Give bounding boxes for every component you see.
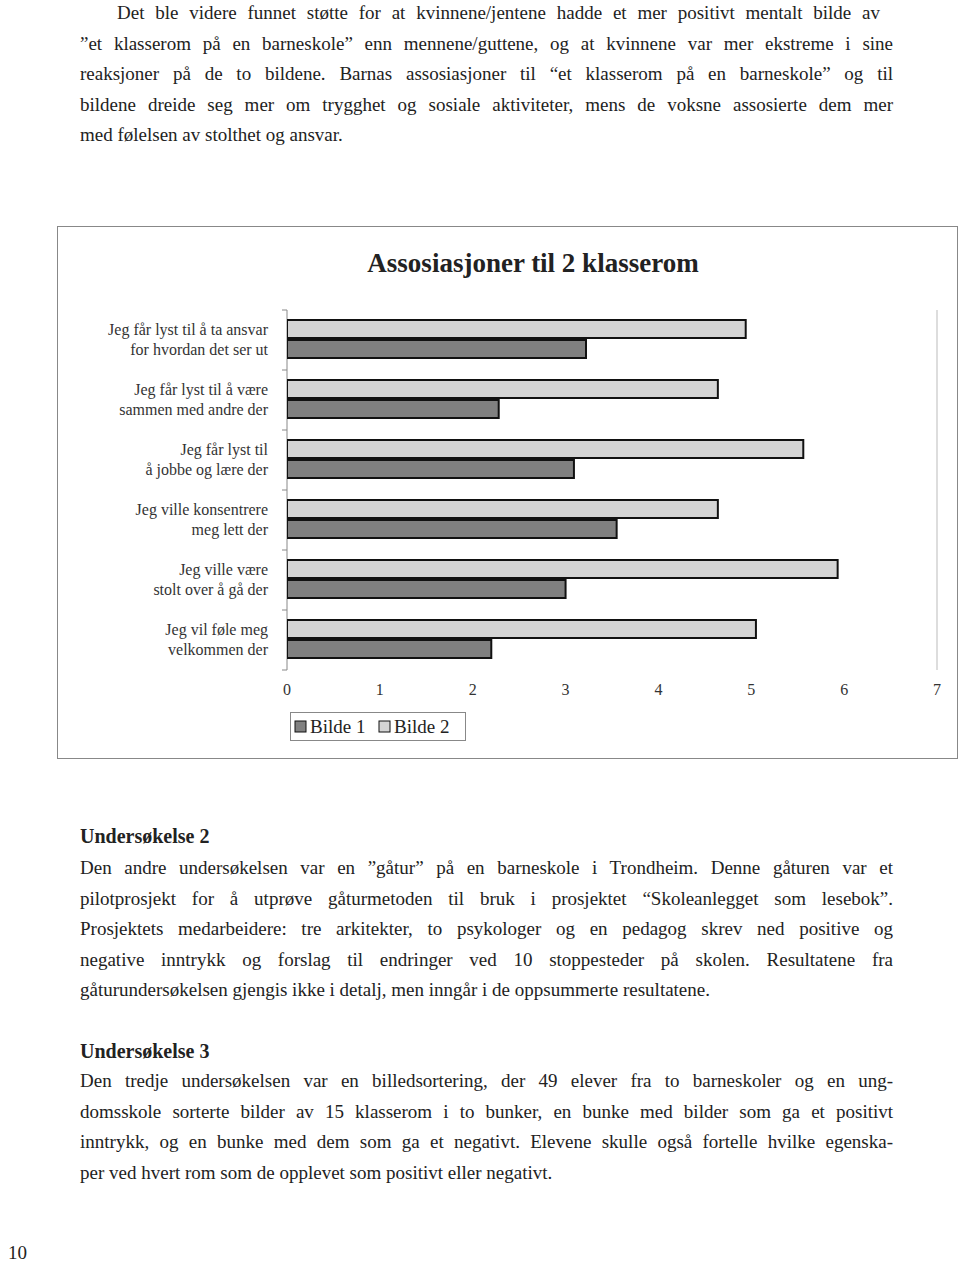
legend-label: Bilde 1 (310, 716, 365, 737)
chart: Assosiasjoner til 2 klasserom Jeg får lys… (0, 0, 960, 1263)
text-line: gåturundersøkelsen gjengis ikke i detalj… (80, 979, 710, 1001)
bar (287, 400, 499, 418)
chart-title: Assosiasjoner til 2 klasserom (367, 248, 699, 278)
text-line: negative inntrykk og forslag til endring… (80, 949, 893, 971)
category-label: Jeg får lyst til å være sammen med andre … (119, 381, 269, 418)
category-tick (282, 370, 287, 371)
text-line: Den andre undersøkelsen var en ”gåtur” p… (80, 857, 893, 879)
category-label-line: Jeg vil føle meg (165, 621, 268, 639)
category-tick (282, 430, 287, 431)
legend-label: Bilde 2 (394, 716, 449, 737)
bar (287, 620, 756, 638)
legend: Bilde 1 Bilde 2 (291, 713, 466, 741)
text-line: ”et klasserom på en barneskole” enn menn… (80, 33, 893, 55)
category-label-line: stolt over å gå der (153, 581, 268, 599)
x-tick-label: 3 (562, 681, 570, 698)
bar (287, 640, 491, 658)
text-line: Den tredje undersøkelsen var en billedso… (80, 1070, 893, 1092)
text-line: pilotprosjekt for å utprøve gåturmetoden… (80, 888, 893, 910)
bar (287, 580, 566, 598)
category-label-line: Jeg får lyst til (180, 441, 268, 459)
bar (287, 520, 617, 538)
text-line: reaksjoner på de to bildene. Barnas asso… (80, 63, 893, 85)
x-tick-label: 1 (376, 681, 384, 698)
x-tick-label: 7 (933, 681, 941, 698)
category-label-line: Jeg får lyst til å være (134, 381, 268, 399)
bar (287, 560, 838, 578)
category-label-line: for hvordan det ser ut (130, 341, 268, 358)
category-label-line: Jeg ville konsentrere (136, 501, 268, 519)
bars (287, 320, 838, 658)
category-label: Jeg vil føle meg velkommen der (165, 621, 268, 658)
text-line: 10 (8, 1242, 27, 1263)
plot-border (937, 310, 938, 670)
category-tick (282, 490, 287, 491)
text-line: inntrykk, og en bunke med dem som ga et … (80, 1131, 893, 1153)
category-label: Jeg får lyst til å jobbe og lære der (145, 441, 268, 479)
x-tick-label: 6 (840, 681, 848, 698)
text-line: bildene dreide seg mer om trygghet og so… (80, 94, 893, 116)
legend-swatch (379, 721, 390, 732)
text-line: domsskole sorterte bilder av 15 klassero… (80, 1101, 893, 1123)
category-label-line: Jeg ville være (179, 561, 268, 579)
category-tick (282, 610, 287, 611)
bar (287, 320, 746, 338)
heading: Undersøkelse 3 (80, 1039, 209, 1063)
bar (287, 340, 586, 358)
category-label-line: sammen med andre der (119, 401, 269, 418)
text-line: Prosjektets medarbeidere: tre arkitekter… (80, 918, 893, 940)
x-tick-label: 2 (469, 681, 477, 698)
category-label-line: å jobbe og lære der (145, 461, 268, 479)
x-tick-label: 0 (283, 681, 291, 698)
bar (287, 440, 803, 458)
category-label-line: Jeg får lyst til å ta ansvar (108, 321, 269, 339)
bar (287, 460, 574, 478)
bar (287, 500, 718, 518)
category-label: Jeg ville konsentrere meg lett der (136, 501, 269, 539)
category-label: Jeg får lyst til å ta ansvar for hvordan … (108, 321, 269, 358)
heading: Undersøkelse 2 (80, 824, 209, 848)
category-tick (282, 670, 287, 671)
page: { "paragraph_1": { "lines": [ "Det ble v… (0, 0, 960, 1263)
legend-box (291, 713, 466, 741)
category-tick (282, 310, 287, 311)
text-line: per ved hvert rom som de opplevet som po… (80, 1162, 552, 1184)
category-label-line: velkommen der (168, 641, 269, 658)
category-label-line: meg lett der (192, 521, 269, 539)
category-tick (282, 550, 287, 551)
bar (287, 380, 718, 398)
legend-swatch (295, 721, 306, 732)
x-tick-label: 4 (654, 681, 662, 698)
chart-frame (58, 227, 958, 759)
text-line: med følelsen av stolthet og ansvar. (80, 124, 343, 146)
text-line: Det ble videre funnet støtte for at kvin… (117, 2, 880, 24)
category-label: Jeg ville være stolt over å gå der (153, 561, 268, 599)
x-tick-label: 5 (747, 681, 755, 698)
